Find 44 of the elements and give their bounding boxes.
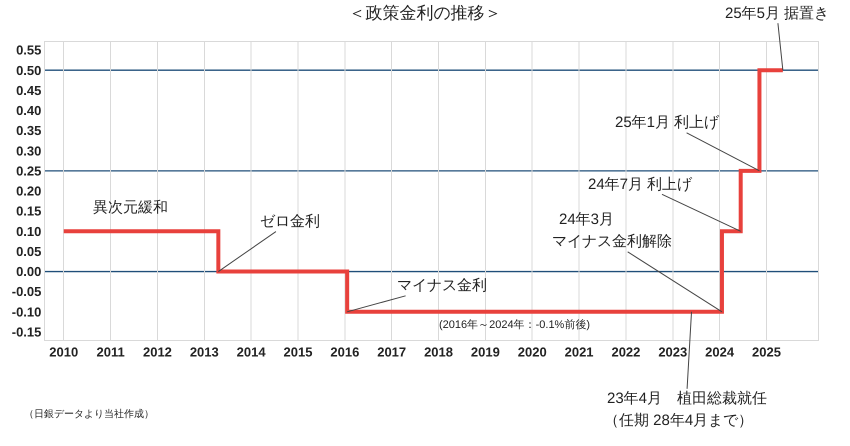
annotation: 23年4月 植田総裁就任 bbox=[607, 390, 768, 407]
x-tick-label: 2017 bbox=[377, 344, 406, 360]
annotation: (2016年～2024年：-0.1%前後) bbox=[439, 319, 590, 331]
annotation: 異次元緩和 bbox=[93, 199, 168, 216]
x-tick-label: 2015 bbox=[284, 344, 312, 360]
annotation: マイナス金利 bbox=[397, 277, 487, 294]
annotation: マイナス金利解除 bbox=[552, 233, 672, 250]
x-tick-label: 2024 bbox=[705, 344, 735, 360]
y-tick-label: 0.15 bbox=[16, 204, 42, 219]
y-tick-label: -0.15 bbox=[12, 324, 42, 340]
annotation: ゼロ金利 bbox=[260, 213, 320, 230]
x-tick-label: 2010 bbox=[49, 344, 78, 360]
x-tick-label: 2020 bbox=[518, 344, 547, 360]
annotation: 25年1月 利上げ bbox=[615, 114, 720, 131]
y-tick-label: 0.25 bbox=[16, 163, 42, 178]
y-tick-label: -0.05 bbox=[12, 284, 42, 300]
y-tick-label: -0.10 bbox=[12, 304, 42, 320]
annotation: 24年7月 利上げ bbox=[588, 176, 694, 193]
y-tick-label: 0.20 bbox=[16, 184, 42, 199]
y-tick-label: 0.00 bbox=[16, 264, 42, 280]
x-tick-label: 2011 bbox=[96, 344, 125, 360]
x-tick-label: 2023 bbox=[658, 344, 688, 360]
y-tick-label: 0.05 bbox=[16, 244, 42, 259]
x-tick-label: 2016 bbox=[330, 344, 360, 360]
x-tick-label: 2012 bbox=[142, 344, 172, 360]
annotation: 24年3月 bbox=[559, 211, 614, 228]
x-tick-label: 2025 bbox=[752, 344, 781, 360]
x-tick-label: 2013 bbox=[190, 344, 219, 360]
x-tick-label: 2014 bbox=[236, 344, 266, 360]
y-tick-label: 0.40 bbox=[16, 103, 42, 118]
y-tick-label: 0.55 bbox=[16, 42, 42, 58]
chart-title: ＜政策金利の推移＞ bbox=[348, 4, 502, 23]
y-tick-label: 0.10 bbox=[16, 224, 42, 239]
x-tick-label: 2019 bbox=[470, 344, 500, 360]
y-tick-label: 0.45 bbox=[16, 82, 42, 98]
x-tick-label: 2018 bbox=[424, 344, 453, 360]
x-tick-label: 2021 bbox=[564, 344, 594, 360]
annotation: 25年5月 据置き bbox=[725, 5, 830, 22]
y-tick-label: 0.30 bbox=[16, 143, 42, 158]
text: （任期 28年4月まで） bbox=[604, 412, 754, 429]
text: （日銀データより当社作成） bbox=[24, 408, 154, 420]
x-tick-label: 2022 bbox=[611, 344, 640, 360]
y-tick-label: 0.50 bbox=[16, 62, 42, 78]
y-tick-label: 0.35 bbox=[16, 123, 42, 138]
